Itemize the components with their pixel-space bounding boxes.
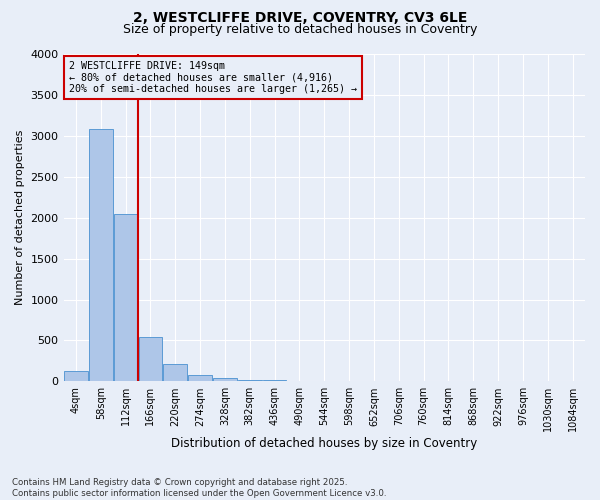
- X-axis label: Distribution of detached houses by size in Coventry: Distribution of detached houses by size …: [171, 437, 478, 450]
- Bar: [213, 378, 237, 382]
- Bar: [139, 337, 162, 382]
- Bar: [263, 380, 286, 382]
- Bar: [188, 375, 212, 382]
- Text: Contains HM Land Registry data © Crown copyright and database right 2025.
Contai: Contains HM Land Registry data © Crown c…: [12, 478, 386, 498]
- Bar: [89, 130, 113, 382]
- Text: 2, WESTCLIFFE DRIVE, COVENTRY, CV3 6LE: 2, WESTCLIFFE DRIVE, COVENTRY, CV3 6LE: [133, 11, 467, 25]
- Bar: [64, 370, 88, 382]
- Bar: [163, 364, 187, 382]
- Text: 2 WESTCLIFFE DRIVE: 149sqm
← 80% of detached houses are smaller (4,916)
20% of s: 2 WESTCLIFFE DRIVE: 149sqm ← 80% of deta…: [69, 60, 357, 94]
- Bar: [114, 214, 137, 382]
- Bar: [238, 380, 262, 382]
- Y-axis label: Number of detached properties: Number of detached properties: [15, 130, 25, 306]
- Text: Size of property relative to detached houses in Coventry: Size of property relative to detached ho…: [123, 22, 477, 36]
